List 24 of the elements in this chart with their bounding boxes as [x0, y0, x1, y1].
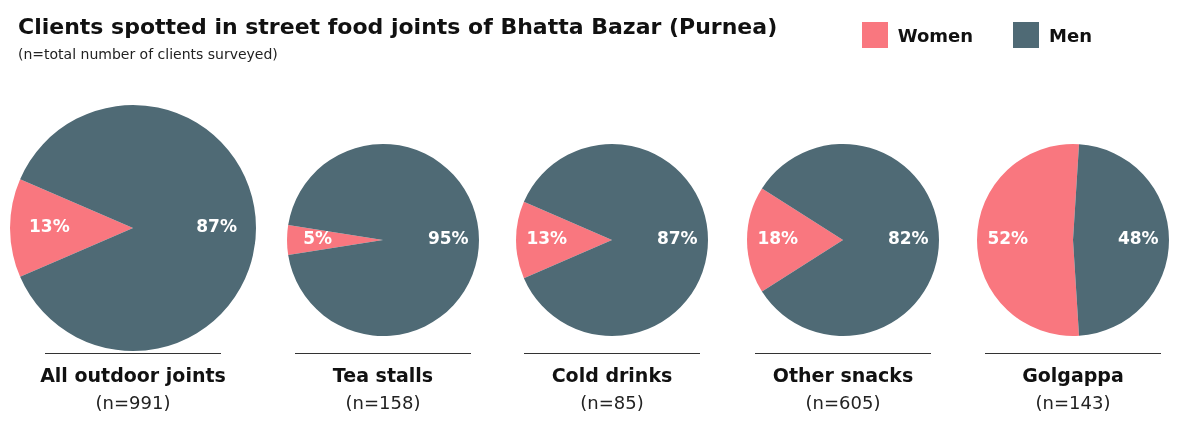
- text: All outdoor joints: [39, 364, 227, 386]
- legend-label: Men: [1049, 24, 1092, 46]
- data-label: 5%: [303, 228, 333, 249]
- data-label: 52%: [987, 228, 1029, 249]
- text: (n=total number of clients surveyed): [18, 46, 278, 62]
- text: Golgappa: [1021, 364, 1125, 386]
- data-label: 82%: [887, 228, 929, 249]
- data-label: 13%: [29, 216, 70, 237]
- text: (n=991): [94, 392, 172, 413]
- text: (n=85): [579, 392, 645, 413]
- data-label: 95%: [427, 228, 469, 249]
- chart-title: Clients spotted in street food joints of Bhatta Bazar (Purnea): [18, 14, 778, 39]
- data-label: 13%: [526, 228, 568, 249]
- data-label: 48%: [1117, 228, 1159, 249]
- text: Tea stalls: [331, 364, 435, 386]
- text: Other snacks: [771, 364, 915, 386]
- data-label: 18%: [757, 228, 799, 249]
- text: (n=143): [1034, 392, 1112, 413]
- text: (n=158): [344, 392, 422, 413]
- text: Cold drinks: [550, 364, 674, 386]
- text: (n=605): [804, 392, 882, 413]
- data-label: 87%: [196, 216, 237, 237]
- legend-label: Women: [897, 24, 974, 46]
- data-label: 87%: [656, 228, 698, 249]
